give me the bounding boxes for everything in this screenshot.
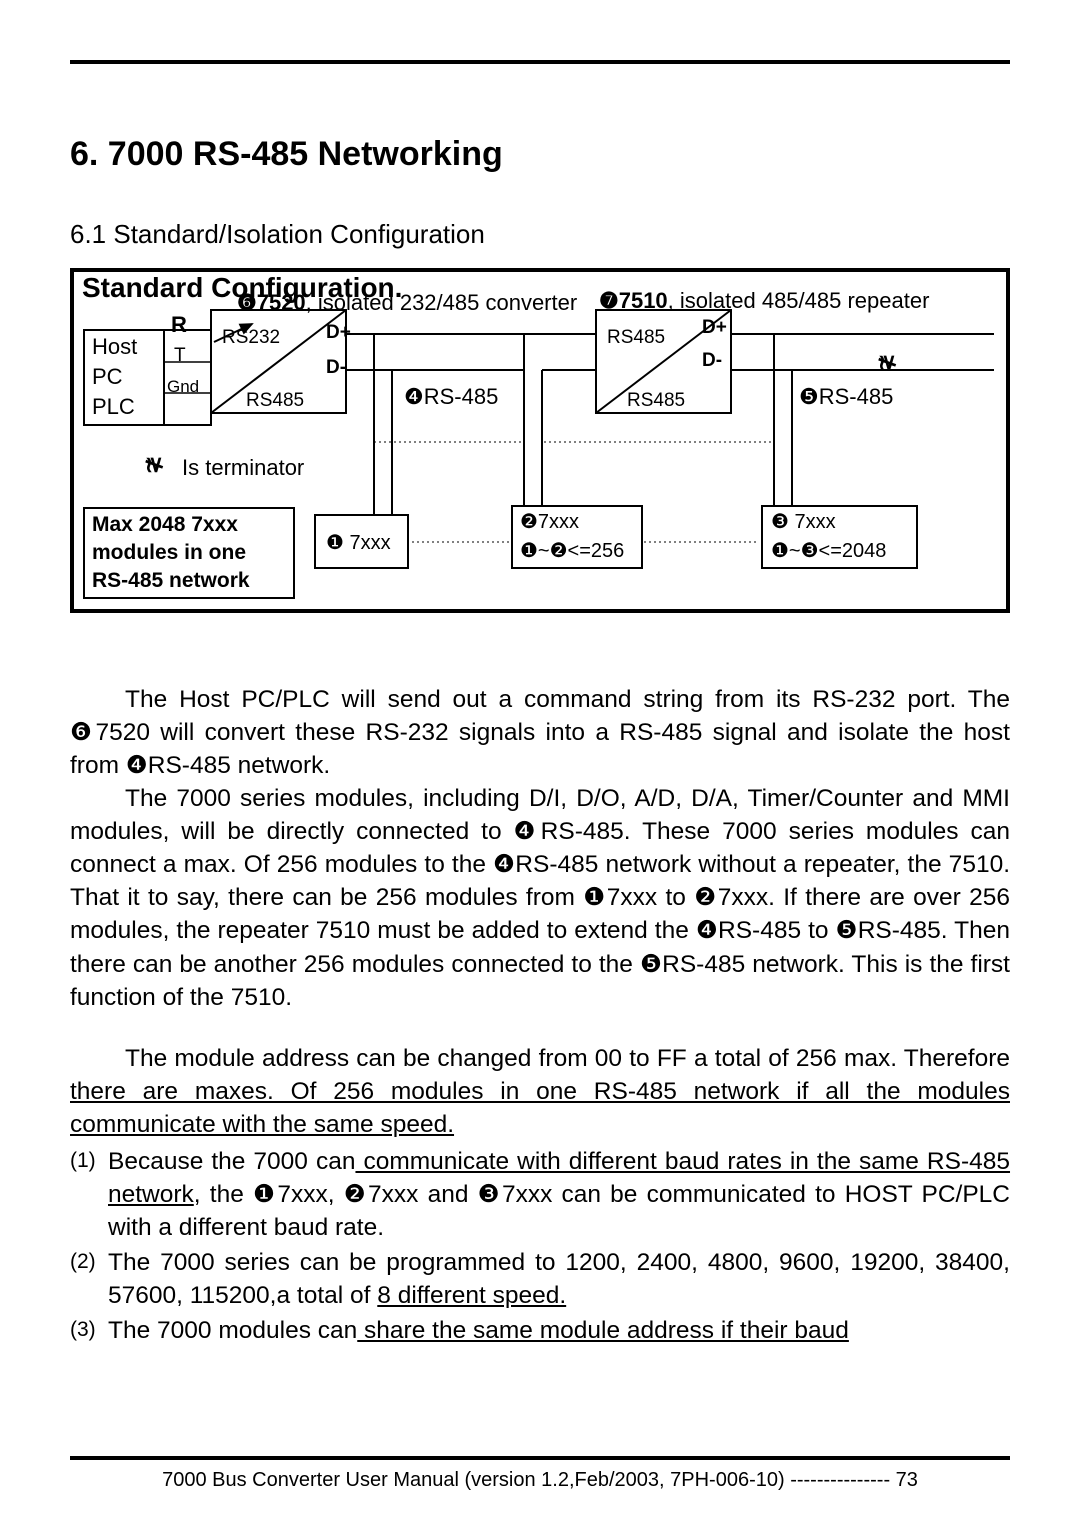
li2-u: 8 different speed. [377, 1282, 566, 1309]
converter-label-num: ❻7520 [237, 290, 306, 315]
max-note-1: Max 2048 7xxx [92, 513, 288, 537]
dminus-1: D- [326, 357, 346, 379]
module-1-label: ❶ 7xxx [326, 530, 391, 555]
diagram-standard-configuration: Standard Configuration. ❻7520, isolated … [70, 268, 1010, 613]
terminator-icon-right: ≵ [875, 354, 901, 372]
terminator-legend-text: Is terminator [182, 455, 304, 481]
module-3-label-a: ❸ 7xxx [771, 509, 836, 534]
host-pin-R: R [171, 312, 187, 338]
paragraph-1: The Host PC/PLC will send out a command … [70, 683, 1010, 1014]
numbered-list: (1) Because the 7000 can communicate wit… [70, 1145, 1010, 1347]
paragraph-2: The module address can be changed from 0… [70, 1042, 1010, 1141]
rs232-label: RS232 [222, 327, 280, 349]
module-2-label-b: ❶~❷<=256 [520, 538, 624, 563]
list-num-1: (1) [70, 1145, 108, 1244]
bus-label-5: ❺RS-485 [799, 384, 893, 410]
converter-label: ❻7520, isolated 232/485 converter [237, 290, 577, 316]
host-pin-T: T [174, 345, 186, 367]
para2-pre: The module address can be changed from 0… [125, 1045, 1010, 1072]
list-item-2: (2) The 7000 series can be programmed to… [70, 1246, 1010, 1312]
max-note-3: RS-485 network [92, 569, 250, 593]
module-2-label-a: ❷7xxx [520, 509, 579, 534]
rs485-label-a: RS485 [246, 390, 304, 412]
li1-b: , the ❶7xxx, ❷7xxx and ❸7xxx can be comm… [108, 1181, 1010, 1241]
list-item-3: (3) The 7000 modules can share the same … [70, 1314, 1010, 1347]
repeater-label-rest: , isolated 485/485 repeater [668, 288, 930, 313]
max-note-2: modules in one [92, 541, 288, 565]
li1-a: Because the 7000 can [108, 1148, 355, 1175]
page: 6. 7000 RS-485 Networking 6.1 Standard/I… [0, 0, 1080, 1528]
list-item-1: (1) Because the 7000 can communicate wit… [70, 1145, 1010, 1244]
top-rule [70, 60, 1010, 64]
dplus-1: D+ [326, 322, 351, 344]
li3-a: The 7000 modules can [108, 1317, 357, 1344]
dminus-2: D- [702, 350, 722, 372]
repeater-label-num: ❼7510 [599, 288, 668, 313]
para2-u: there are maxes. Of 256 modules in one R… [70, 1078, 1010, 1138]
heading-2: 6.1 Standard/Isolation Configuration [70, 219, 1010, 250]
rs485-label-c: RS485 [627, 390, 685, 412]
list-num-2: (2) [70, 1246, 108, 1312]
terminator-icon-legend: ≵ [142, 456, 168, 474]
heading-1: 6. 7000 RS-485 Networking [70, 135, 1010, 174]
host-line-2: PC [92, 364, 123, 390]
dplus-2: D+ [702, 317, 727, 339]
para1b-text: The 7000 series modules, including D/I, … [70, 785, 1010, 1010]
repeater-label: ❼7510, isolated 485/485 repeater [599, 288, 929, 314]
host-line-3: PLC [92, 394, 135, 420]
footer-rule [70, 1456, 1010, 1460]
module-3-label-b: ❶~❸<=2048 [771, 538, 886, 563]
bus-label-4: ❹RS-485 [404, 384, 498, 410]
host-pin-Gnd: Gnd [167, 377, 199, 397]
list-num-3: (3) [70, 1314, 108, 1347]
footer-text: 7000 Bus Converter User Manual (version … [70, 1469, 1010, 1492]
li3-u: share the same module address if their b… [357, 1317, 849, 1344]
converter-label-rest: , isolated 232/485 converter [306, 290, 578, 315]
para1a-text: The Host PC/PLC will send out a command … [70, 686, 1010, 779]
rs485-label-b: RS485 [607, 327, 665, 349]
host-line-1: Host [92, 334, 137, 360]
